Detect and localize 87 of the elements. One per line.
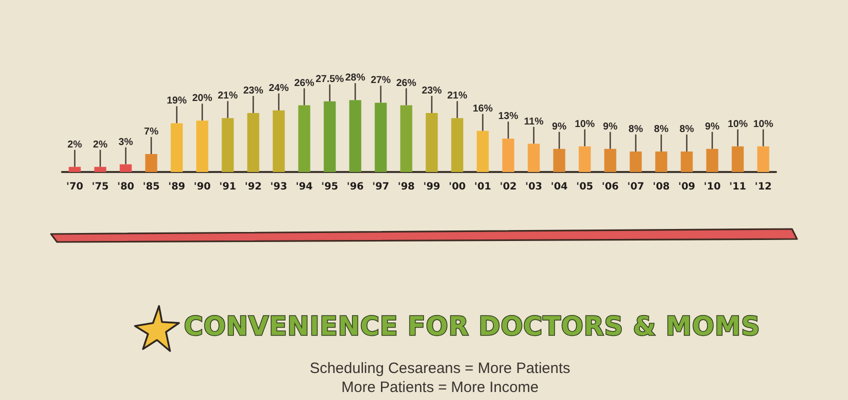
data-label: 21% bbox=[218, 90, 238, 102]
data-label: 26% bbox=[294, 78, 314, 89]
bar bbox=[374, 102, 387, 172]
bar bbox=[222, 118, 234, 172]
bar bbox=[757, 146, 770, 172]
data-label: 2% bbox=[93, 139, 108, 150]
x-tick-label: '03 bbox=[525, 182, 542, 192]
bar bbox=[604, 148, 616, 172]
data-label: 27% bbox=[370, 75, 391, 86]
x-tick-label: '85 bbox=[142, 182, 160, 192]
x-tick-label: '95 bbox=[321, 182, 338, 192]
bar bbox=[706, 148, 718, 172]
bar bbox=[324, 101, 336, 172]
data-label: 8% bbox=[628, 124, 644, 135]
bar bbox=[528, 144, 540, 172]
x-tick-label: '00 bbox=[448, 182, 466, 192]
bar bbox=[655, 151, 668, 172]
bar bbox=[553, 148, 566, 172]
bar bbox=[400, 105, 412, 172]
bar bbox=[502, 138, 514, 172]
bar bbox=[272, 110, 285, 172]
x-tick-label: '11 bbox=[729, 182, 746, 192]
bar bbox=[426, 112, 438, 172]
x-tick-label: '01 bbox=[474, 182, 492, 192]
bar bbox=[451, 118, 464, 172]
x-tick-label: '91 bbox=[219, 182, 236, 192]
text: Scheduling Cesareans = More Patients bbox=[308, 359, 572, 378]
bar bbox=[68, 166, 81, 172]
x-tick-label: '94 bbox=[296, 182, 313, 192]
x-tick-label: '96 bbox=[346, 182, 364, 192]
bar bbox=[630, 151, 642, 172]
data-label: 3% bbox=[118, 136, 134, 148]
text: More Patients = More Income bbox=[340, 378, 540, 397]
data-label: 9% bbox=[552, 121, 567, 132]
text: CONVENIENCE FOR DOCTORS & MOMS bbox=[184, 312, 760, 342]
data-label: 10% bbox=[728, 118, 748, 130]
data-label: 8% bbox=[654, 124, 669, 135]
bar bbox=[680, 151, 693, 172]
x-tick-label: '90 bbox=[194, 182, 211, 192]
x-tick-label: '97 bbox=[372, 182, 390, 192]
bar bbox=[145, 154, 158, 172]
data-label: 7% bbox=[144, 126, 159, 138]
bar bbox=[578, 146, 591, 172]
data-label: 24% bbox=[268, 82, 289, 94]
x-tick-label: '06 bbox=[602, 182, 619, 192]
data-label: 16% bbox=[472, 103, 493, 114]
bar bbox=[196, 120, 208, 172]
x-tick-label: '05 bbox=[576, 182, 594, 192]
data-label: 8% bbox=[680, 124, 694, 135]
data-label: 10% bbox=[753, 118, 774, 130]
bar bbox=[732, 146, 744, 172]
x-tick-label: '07 bbox=[627, 182, 644, 192]
x-tick-label: '75 bbox=[92, 182, 109, 192]
bar bbox=[298, 105, 310, 172]
x-tick-label: '89 bbox=[168, 182, 186, 192]
x-tick-label: '92 bbox=[244, 182, 262, 192]
data-label: 23% bbox=[422, 85, 442, 96]
bar bbox=[247, 112, 260, 172]
x-tick-label: '08 bbox=[652, 182, 670, 192]
data-label: 10% bbox=[574, 118, 595, 130]
x-tick-label: '02 bbox=[500, 182, 517, 192]
data-label: 2% bbox=[68, 139, 82, 150]
x-tick-label: '70 bbox=[66, 182, 84, 192]
data-label: 19% bbox=[166, 96, 187, 107]
x-tick-label: '12 bbox=[754, 182, 772, 192]
x-tick-label: '09 bbox=[678, 182, 696, 192]
data-label: 20% bbox=[192, 93, 212, 104]
x-tick-label: '98 bbox=[398, 182, 415, 192]
data-label: 9% bbox=[705, 121, 720, 132]
x-tick-label: '93 bbox=[270, 182, 288, 192]
bar bbox=[170, 123, 183, 172]
data-label: 28% bbox=[345, 72, 366, 84]
data-label: 11% bbox=[524, 116, 544, 128]
x-tick-label: '10 bbox=[704, 182, 721, 192]
data-label: 21% bbox=[447, 90, 468, 102]
x-tick-label: '80 bbox=[117, 182, 134, 192]
bar bbox=[120, 164, 132, 172]
x-tick-label: '99 bbox=[423, 182, 440, 192]
bar bbox=[349, 100, 362, 172]
bar bbox=[476, 130, 489, 172]
data-label: 23% bbox=[243, 85, 264, 96]
x-tick-label: '04 bbox=[550, 182, 568, 192]
data-label: 13% bbox=[498, 111, 518, 122]
bar bbox=[94, 166, 106, 172]
data-label: 9% bbox=[603, 121, 618, 132]
data-label: 26% bbox=[396, 78, 416, 89]
data-label: 27.5% bbox=[316, 74, 344, 85]
